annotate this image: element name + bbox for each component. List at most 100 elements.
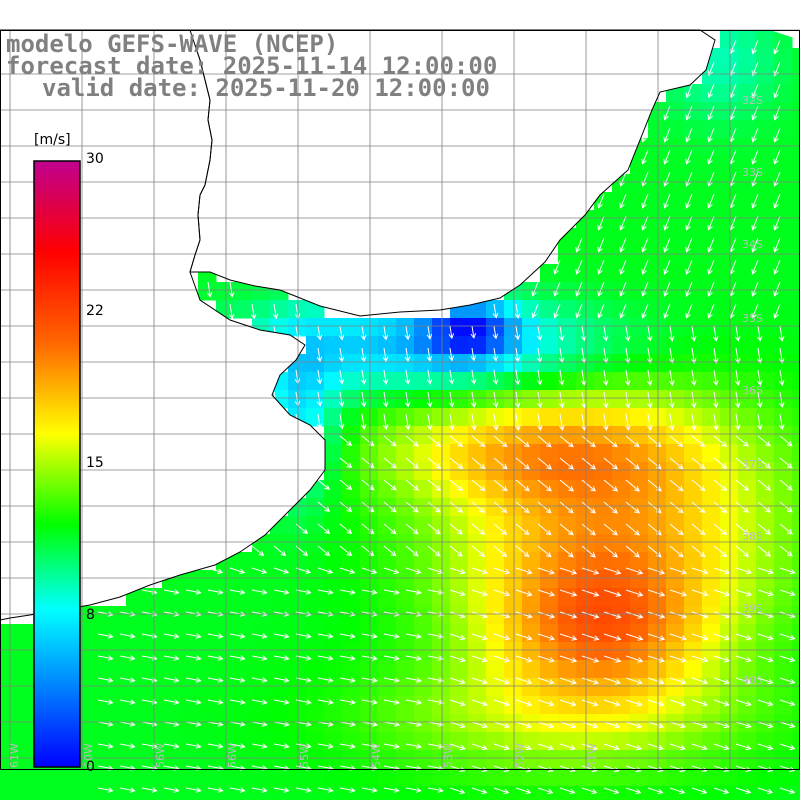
wind-arrow xyxy=(493,479,508,492)
wind-cell xyxy=(594,552,613,571)
wind-cell xyxy=(738,318,757,337)
wind-cell xyxy=(558,300,577,319)
wind-arrow xyxy=(207,567,224,574)
wind-cell xyxy=(558,354,577,373)
wind-cell xyxy=(684,570,703,589)
wind-cell xyxy=(216,282,235,301)
wind-arrow xyxy=(273,699,290,705)
wind-cell xyxy=(486,768,505,787)
wind-cell xyxy=(702,228,721,247)
wind-cell xyxy=(576,228,595,247)
wind-cell xyxy=(486,642,505,661)
wind-cell xyxy=(612,606,631,625)
wind-arrow xyxy=(404,347,411,363)
wind-arrow xyxy=(316,413,323,429)
wind-cell xyxy=(576,300,595,319)
wind-arrow xyxy=(537,567,556,575)
wind-cell xyxy=(234,768,253,787)
wind-arrow xyxy=(537,699,555,707)
wind-arrow xyxy=(471,699,488,707)
wind-arrow xyxy=(361,567,378,575)
wind-arrow xyxy=(405,435,419,447)
wind-cell xyxy=(486,678,505,697)
wind-cell xyxy=(792,606,800,625)
wind-arrow xyxy=(163,743,180,749)
wind-cell xyxy=(270,570,289,589)
wind-cell xyxy=(612,372,631,391)
wind-arrow xyxy=(735,633,752,641)
wind-arrow xyxy=(537,479,552,492)
wind-cell xyxy=(450,318,469,337)
wind-arrow xyxy=(603,479,619,492)
wind-cell xyxy=(468,624,487,643)
wind-cell xyxy=(450,750,469,769)
wind-cell xyxy=(792,246,800,265)
wind-cell xyxy=(594,570,613,589)
wind-cell xyxy=(738,552,757,571)
wind-arrow xyxy=(575,259,583,275)
wind-cell xyxy=(414,516,433,535)
wind-cell xyxy=(468,588,487,607)
wind-arrow xyxy=(603,699,621,707)
wind-cell xyxy=(432,570,451,589)
wind-arrow xyxy=(779,787,796,794)
wind-arrow xyxy=(405,501,419,513)
wind-cell xyxy=(414,696,433,715)
wind-arrow xyxy=(119,721,136,727)
wind-cell xyxy=(540,696,559,715)
wind-cell xyxy=(630,264,649,283)
wind-arrow xyxy=(713,545,728,558)
wind-cell xyxy=(558,606,577,625)
wind-cell xyxy=(630,714,649,733)
wind-cell xyxy=(450,768,469,787)
wind-arrow xyxy=(251,589,268,595)
wind-arrow xyxy=(97,787,114,793)
wind-cell xyxy=(198,768,217,787)
wind-cell xyxy=(414,552,433,571)
wind-cell xyxy=(360,372,379,391)
wind-cell xyxy=(270,588,289,607)
wind-cell xyxy=(18,660,37,679)
wind-cell xyxy=(504,300,523,319)
longitude-label: 55W xyxy=(298,743,311,768)
wind-cell xyxy=(594,264,613,283)
wind-cell xyxy=(612,246,631,265)
wind-cell xyxy=(648,174,667,193)
wind-arrow xyxy=(185,699,202,705)
wind-cell xyxy=(486,624,505,643)
wind-cell xyxy=(396,390,415,409)
wind-cell xyxy=(540,372,559,391)
wind-arrow xyxy=(713,435,728,447)
wind-cell xyxy=(306,678,325,697)
wind-arrow xyxy=(603,721,621,729)
wind-cell xyxy=(90,696,109,715)
wind-arrow xyxy=(707,171,715,187)
wind-cell xyxy=(648,192,667,211)
wind-arrow xyxy=(163,677,180,683)
wind-arrow xyxy=(641,281,649,297)
wind-arrow xyxy=(339,699,356,705)
wind-cell xyxy=(648,282,667,301)
wind-arrow xyxy=(405,677,423,683)
wind-arrow xyxy=(471,721,488,729)
wind-cell xyxy=(702,336,721,355)
wind-cell xyxy=(252,570,271,589)
wind-cell xyxy=(612,480,631,499)
wind-cell xyxy=(756,192,775,211)
wind-arrow xyxy=(405,567,422,575)
wind-arrow xyxy=(338,391,345,408)
wind-cell xyxy=(756,552,775,571)
wind-arrow xyxy=(448,369,455,385)
wind-cell xyxy=(702,768,721,787)
wind-cell xyxy=(774,678,793,697)
wind-cell xyxy=(414,462,433,481)
wind-cell xyxy=(522,534,541,553)
wind-cell xyxy=(684,714,703,733)
wind-cell xyxy=(360,444,379,463)
wind-arrow xyxy=(295,677,312,683)
wind-cell xyxy=(342,318,361,337)
wind-cell xyxy=(378,588,397,607)
wind-cell xyxy=(324,624,343,643)
wind-arrow xyxy=(581,699,599,707)
